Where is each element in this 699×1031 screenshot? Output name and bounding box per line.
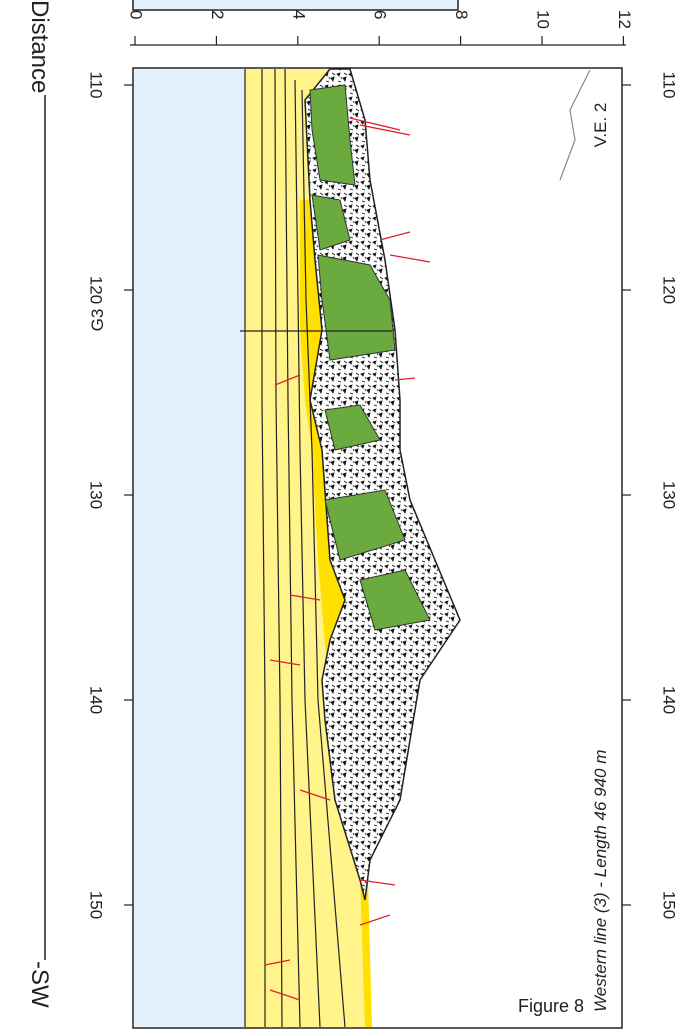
depth-tick-label: 2 [208, 10, 227, 19]
figure-label: Figure 8 [518, 996, 584, 1016]
distance-tick-label: 110 [660, 71, 679, 98]
distance-tick-label: 150 [660, 891, 679, 919]
depth-tick-label: 8 [452, 10, 471, 19]
distance-tick-label: 140 [660, 686, 679, 714]
distance-tick-label: 110 [87, 71, 106, 98]
axis-title: Distance [26, 0, 53, 93]
figure: Distance -SW [0, 0, 699, 1031]
depth-tick-label: 4 [289, 10, 308, 19]
distance-tick-label: 130 [660, 481, 679, 509]
depth-tick-label: 6 [371, 10, 390, 19]
upper-panel [133, 0, 458, 10]
distance-tick-label: 150 [87, 891, 106, 919]
depth-tick-label: 0 [127, 10, 146, 19]
distance-tick-label: 130 [87, 481, 106, 509]
distance-tick-label: 120 [87, 276, 106, 304]
depth-tick-label: 10 [534, 10, 553, 29]
distance-tick-label: 140 [87, 686, 106, 714]
well-label: G3 [88, 309, 107, 332]
section [133, 68, 622, 1028]
depth-tick-label: 12 [615, 10, 634, 29]
line-label: Western line (3) - Length 46 940 m [591, 750, 610, 1012]
direction-label: -SW [26, 961, 53, 1008]
distance-tick-label: 120 [660, 276, 679, 304]
ve-label: V.E. 2 [591, 103, 610, 148]
